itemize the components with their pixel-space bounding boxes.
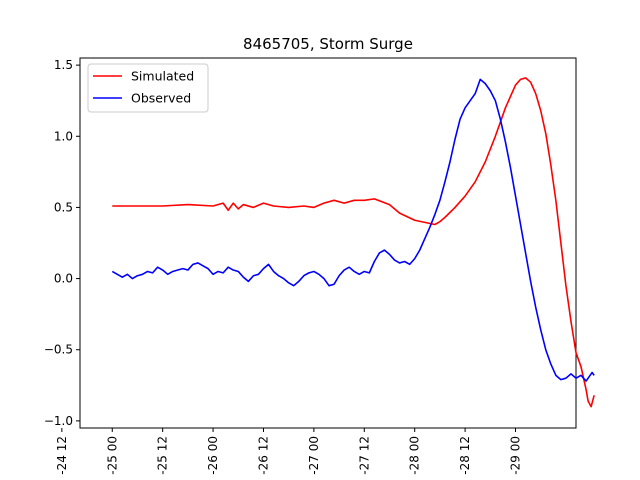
y-tick-label: −0.5 xyxy=(44,343,73,357)
x-tick-label: -26 12 xyxy=(256,436,270,475)
y-tick-label: 0.0 xyxy=(54,272,73,286)
x-tick-label: -25 12 xyxy=(156,436,170,475)
y-tick-label: −1.0 xyxy=(44,414,73,428)
x-tick-label: -29 00 xyxy=(509,436,523,475)
x-tick-label: -28 12 xyxy=(458,436,472,475)
x-tick-label: -25 00 xyxy=(105,436,119,475)
x-tick-label: -28 00 xyxy=(408,436,422,475)
legend: Simulated Observed xyxy=(87,63,209,113)
y-tick-label: 1.0 xyxy=(54,129,73,143)
legend-label-simulated: Simulated xyxy=(131,69,194,84)
plot-area-frame xyxy=(79,57,577,429)
x-tick-label: -24 12 xyxy=(55,436,69,475)
x-tick-label: -27 00 xyxy=(307,436,321,475)
x-tick-label: -27 12 xyxy=(357,436,371,475)
axis-ticks: −1.0 −0.5 0.0 0.5 1.0 1.5 -24 12 -25 00 -25 12 -2… xyxy=(44,58,523,475)
chart-title: 8465705, Storm Surge xyxy=(243,35,413,53)
series-line-simulated xyxy=(112,77,595,408)
y-tick-label: 0.5 xyxy=(54,200,73,214)
series-lines xyxy=(111,77,595,408)
legend-label-observed: Observed xyxy=(131,91,191,106)
x-tick-label: -26 00 xyxy=(206,436,220,475)
series-line-observed xyxy=(111,78,595,382)
y-tick-label: 1.5 xyxy=(54,58,73,72)
